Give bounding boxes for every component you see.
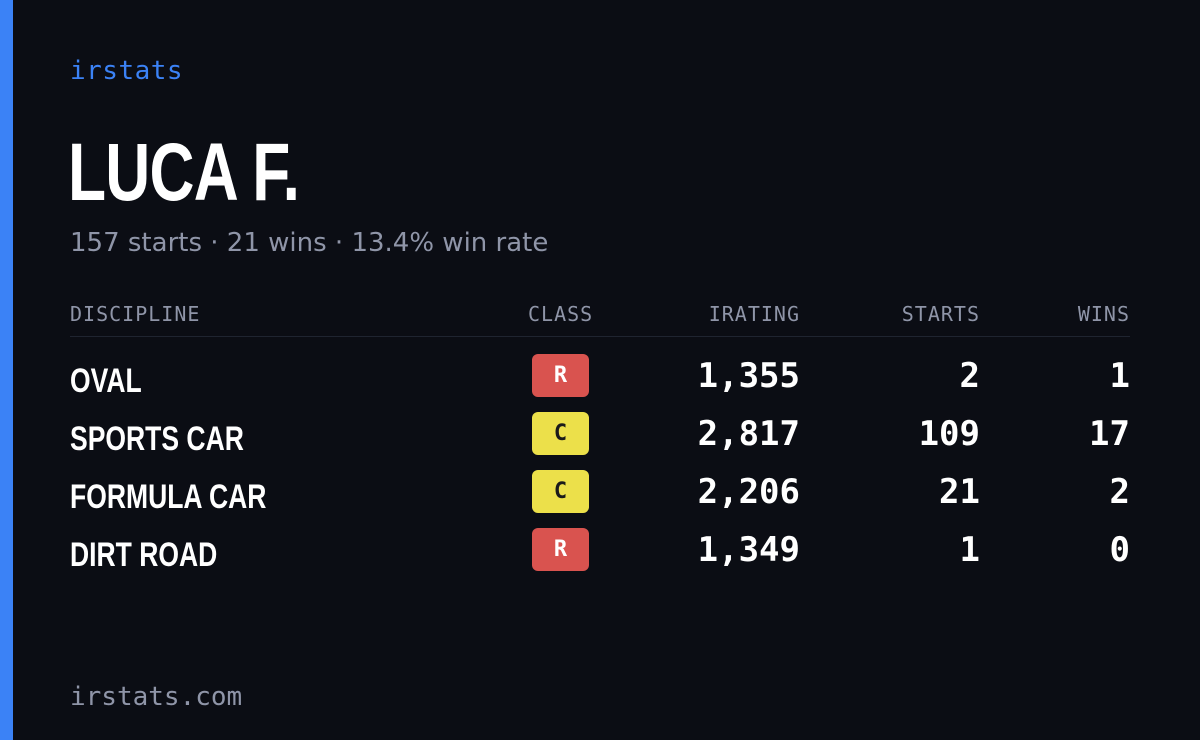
driver-summary: 157 starts · 21 wins · 13.4% win rate [70, 228, 549, 258]
table-body: OVAL R 1,355 2 1 SPORTS CAR C 2,817 109 … [70, 354, 1130, 586]
wins-value: 0 [1109, 530, 1130, 570]
table-row: SPORTS CAR C 2,817 109 17 [70, 412, 1130, 470]
starts-value: 21 [939, 472, 980, 512]
table-row: OVAL R 1,355 2 1 [70, 354, 1130, 412]
class-badge: R [532, 528, 589, 571]
starts-value: 1 [959, 530, 980, 570]
class-badge: C [532, 470, 589, 513]
wins-value: 2 [1109, 472, 1130, 512]
driver-name: LUCA F. [68, 127, 300, 218]
footer-url: irstats.com [70, 682, 243, 712]
stats-table: DISCIPLINE CLASS IRATING STARTS WINS OVA… [70, 300, 1130, 586]
discipline-name: OVAL [70, 362, 142, 400]
accent-bar [0, 0, 13, 740]
brand-logo-text: irstats [70, 56, 184, 86]
irating-value: 1,349 [697, 530, 800, 570]
class-badge: C [532, 412, 589, 455]
header-starts: STARTS [901, 302, 980, 326]
class-badge: R [532, 354, 589, 397]
header-discipline: DISCIPLINE [70, 302, 201, 326]
table-row: DIRT ROAD R 1,349 1 0 [70, 528, 1130, 586]
irating-value: 2,206 [697, 472, 800, 512]
discipline-name: DIRT ROAD [70, 536, 218, 574]
wins-value: 1 [1109, 356, 1130, 396]
table-row: FORMULA CAR C 2,206 21 2 [70, 470, 1130, 528]
header-irating: IRATING [708, 302, 800, 326]
wins-value: 17 [1089, 414, 1130, 454]
header-class: CLASS [528, 302, 594, 326]
starts-value: 109 [918, 414, 980, 454]
irating-value: 1,355 [697, 356, 800, 396]
header-wins: WINS [1077, 302, 1130, 326]
discipline-name: SPORTS CAR [70, 420, 244, 458]
table-header: DISCIPLINE CLASS IRATING STARTS WINS [70, 300, 1130, 337]
irating-value: 2,817 [697, 414, 800, 454]
starts-value: 2 [959, 356, 980, 396]
discipline-name: FORMULA CAR [70, 478, 267, 516]
